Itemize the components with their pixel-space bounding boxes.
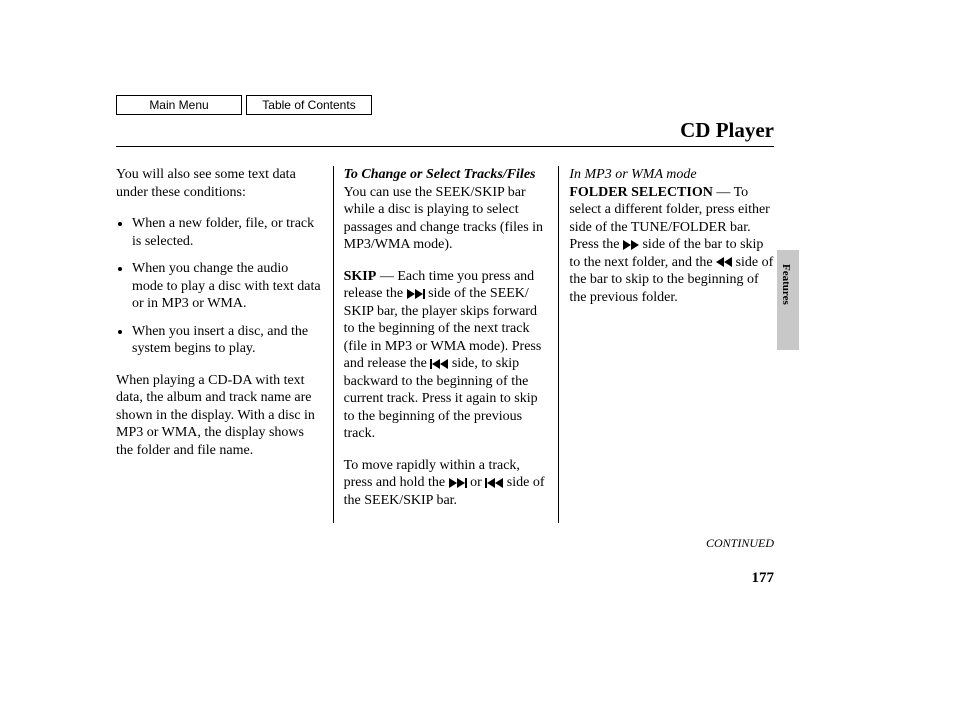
- folder-selection-label: FOLDER SELECTION: [569, 185, 713, 200]
- skip-dash: —: [376, 269, 397, 284]
- skip-forward-icon: [449, 478, 467, 488]
- rewind-icon: [716, 257, 732, 267]
- table-of-contents-button[interactable]: Table of Contents: [246, 95, 372, 115]
- page-number: 177: [752, 570, 775, 587]
- col2-heading-block: To Change or Select Tracks/Files: [344, 166, 549, 184]
- move-or: or: [467, 475, 486, 490]
- fast-forward-icon: [623, 240, 639, 250]
- main-menu-button[interactable]: Main Menu: [116, 95, 242, 115]
- skip-back-icon: [485, 478, 503, 488]
- title-rule: [116, 146, 774, 147]
- manual-page: Main Menu Table of Contents CD Player Yo…: [0, 0, 954, 710]
- continued-label: CONTINUED: [706, 536, 774, 551]
- features-tab-label: Features: [780, 264, 792, 305]
- bullet-item: When a new folder, file, or track is sel…: [132, 215, 323, 250]
- col2-p1: You can use the SEEK/SKIP bar while a di…: [344, 184, 549, 254]
- col2-skip-paragraph: SKIP — Each time you press and release t…: [344, 268, 549, 443]
- bullet-item: When you change the audio mode to play a…: [132, 260, 323, 313]
- col2-move-paragraph: To move rapidly within a track, press an…: [344, 457, 549, 510]
- col1-bullets: When a new folder, file, or track is sel…: [116, 215, 323, 358]
- col3-mode-line: In MP3 or WMA mode: [569, 166, 774, 184]
- col3-folder-paragraph: FOLDER SELECTION — To select a different…: [569, 184, 774, 307]
- column-3: In MP3 or WMA mode FOLDER SELECTION — To…: [559, 166, 774, 523]
- col1-p2: When playing a CD-DA with text data, the…: [116, 372, 323, 460]
- col2-heading: To Change or Select Tracks/Files: [344, 167, 536, 182]
- page-title: CD Player: [680, 118, 774, 143]
- column-1: You will also see some text data under t…: [116, 166, 333, 523]
- skip-label: SKIP: [344, 269, 377, 284]
- fs-dash: —: [713, 185, 734, 200]
- skip-back-icon: [430, 359, 448, 369]
- column-2: To Change or Select Tracks/Files You can…: [333, 166, 560, 523]
- bullet-item: When you insert a disc, and the system b…: [132, 323, 323, 358]
- skip-forward-icon: [407, 289, 425, 299]
- body-columns: You will also see some text data under t…: [116, 166, 774, 523]
- nav-bar: Main Menu Table of Contents: [116, 95, 372, 115]
- col1-intro: You will also see some text data under t…: [116, 166, 323, 201]
